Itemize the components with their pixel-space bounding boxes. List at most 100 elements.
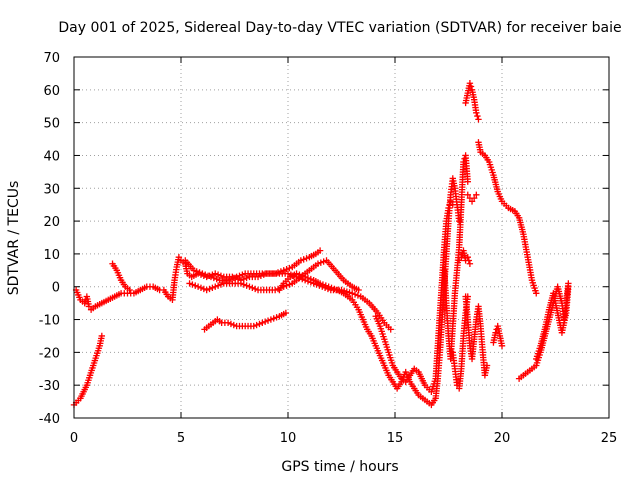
chart-title: Day 001 of 2025, Sidereal Day-to-day VTE… — [58, 20, 621, 36]
data-point — [212, 270, 219, 277]
data-point — [316, 280, 324, 287]
series-seg14 — [475, 139, 540, 297]
data-point — [274, 285, 282, 293]
series-seg12 — [462, 293, 491, 379]
data-point — [213, 275, 220, 283]
data-point — [270, 315, 277, 322]
data-point — [492, 329, 499, 336]
data-point — [230, 321, 237, 329]
data-point — [466, 80, 474, 87]
data-point — [243, 282, 250, 289]
data-point — [260, 271, 267, 278]
data-point — [322, 282, 330, 289]
x-axis-label: GPS time / hours — [281, 459, 398, 475]
data-point — [464, 253, 471, 261]
y-tick-label: 40 — [43, 149, 60, 164]
data-point — [301, 273, 309, 281]
data-point — [126, 286, 133, 294]
plot-frame — [73, 56, 610, 419]
y-tick-label: -20 — [39, 346, 60, 361]
data-points — [70, 80, 572, 409]
data-point — [85, 303, 93, 310]
y-tick-label: -40 — [39, 412, 60, 427]
data-point — [264, 317, 272, 324]
data-point — [199, 270, 206, 277]
data-point — [200, 285, 208, 293]
series-seg6 — [201, 309, 290, 333]
data-point — [468, 198, 476, 205]
data-point — [467, 83, 475, 90]
data-point — [240, 281, 247, 288]
data-point — [239, 271, 246, 278]
data-point — [217, 281, 225, 288]
data-point — [456, 217, 463, 225]
data-point — [233, 273, 240, 281]
y-tick-label: 0 — [52, 281, 60, 296]
data-point — [470, 194, 478, 202]
data-point — [284, 270, 292, 277]
data-point — [194, 283, 202, 290]
data-point — [314, 260, 322, 267]
data-point — [316, 247, 324, 254]
y-axis-label: SDTVAR / TECUs — [6, 181, 22, 296]
data-point — [354, 292, 362, 299]
data-point — [565, 283, 572, 290]
data-point — [449, 201, 456, 208]
data-point — [355, 286, 362, 294]
data-point — [351, 291, 359, 298]
x-tick-label: 25 — [601, 431, 618, 446]
data-point — [81, 299, 88, 307]
series-seg13 — [462, 80, 482, 123]
data-point — [300, 256, 307, 263]
data-point — [307, 275, 315, 283]
y-tick-label: 70 — [43, 51, 60, 66]
data-point — [274, 269, 282, 276]
data-point — [207, 273, 215, 281]
x-tick-label: 10 — [280, 431, 297, 446]
data-point — [236, 272, 243, 279]
data-point — [230, 274, 237, 282]
series-seg11 — [456, 247, 474, 267]
data-point — [328, 284, 335, 292]
data-point — [214, 271, 222, 278]
data-point — [473, 109, 480, 116]
data-point — [474, 112, 481, 120]
data-point — [253, 321, 260, 329]
series-seg18 — [533, 283, 572, 363]
data-point — [498, 342, 506, 349]
y-tick-label: -30 — [39, 379, 60, 394]
series-seg15 — [464, 191, 480, 205]
data-point — [466, 260, 474, 267]
data-point — [227, 275, 235, 283]
data-point — [243, 274, 250, 282]
y-tick-label: 60 — [43, 84, 60, 99]
y-tick-label: -10 — [39, 314, 60, 329]
data-point — [190, 267, 198, 274]
data-point — [282, 309, 290, 317]
data-point — [283, 266, 290, 273]
series-seg3 — [109, 260, 133, 294]
data-point — [286, 281, 293, 288]
axis-ticks: 0 5 10 15 20 25 -40 -30 -20 -10 0 10 20 30 40 50 60 70 — [39, 51, 618, 446]
data-point — [299, 272, 306, 279]
data-point — [259, 319, 266, 327]
data-point — [98, 332, 106, 340]
data-point — [319, 281, 327, 288]
y-tick-label: 30 — [43, 182, 60, 197]
data-point — [304, 274, 312, 282]
data-point — [217, 272, 225, 279]
data-point — [465, 257, 473, 264]
data-point — [192, 282, 199, 289]
data-point — [189, 281, 196, 288]
data-point — [456, 257, 463, 264]
x-tick-label: 15 — [387, 431, 404, 446]
data-point — [445, 204, 452, 212]
data-point — [224, 319, 232, 327]
data-point — [303, 255, 310, 262]
data-point — [533, 290, 540, 297]
data-point — [237, 280, 245, 287]
data-point — [204, 272, 212, 279]
data-point — [240, 275, 247, 283]
series-seg9 — [441, 152, 471, 363]
